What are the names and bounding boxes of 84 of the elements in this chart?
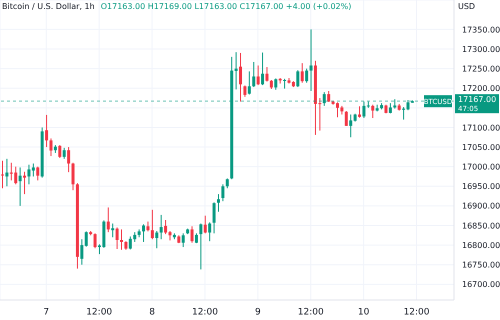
y-tick-label: 17000.00 bbox=[462, 162, 500, 172]
candlestick bbox=[72, 162, 75, 191]
x-tick-label: 8 bbox=[149, 307, 156, 318]
candlestick bbox=[111, 223, 114, 238]
candlestick bbox=[208, 222, 212, 242]
candlestick bbox=[23, 171, 26, 195]
candlestick bbox=[150, 209, 154, 240]
candlestick bbox=[182, 232, 185, 248]
candlestick bbox=[388, 102, 392, 114]
candlestick bbox=[265, 66, 268, 82]
candlestick bbox=[32, 163, 35, 177]
candlestick bbox=[226, 178, 229, 189]
candlestick bbox=[49, 138, 52, 157]
candlestick bbox=[1, 160, 4, 189]
candlestick bbox=[5, 158, 8, 187]
candlestick bbox=[274, 78, 278, 90]
candlestick bbox=[164, 220, 168, 235]
candlestick bbox=[300, 62, 304, 84]
candlestick bbox=[133, 232, 136, 242]
y-tick-label: 16850.00 bbox=[462, 221, 500, 230]
x-tick-label: 7 bbox=[43, 307, 50, 318]
candlestick bbox=[58, 144, 62, 159]
y-tick-label: 17250.00 bbox=[462, 64, 500, 74]
candlestick bbox=[239, 52, 242, 102]
candlestick bbox=[120, 228, 124, 250]
text: 17167.00 bbox=[458, 95, 496, 104]
y-tick-label: 17300.00 bbox=[462, 44, 500, 54]
candlestick bbox=[45, 114, 48, 148]
candlestick bbox=[168, 230, 172, 241]
y-tick-label: 16800.00 bbox=[462, 240, 500, 250]
y-tick-label: 17100.00 bbox=[462, 123, 500, 132]
candlestick bbox=[199, 223, 202, 270]
candlestick bbox=[344, 110, 348, 126]
x-tick-label: 12:00 bbox=[298, 307, 324, 318]
annotation: O17163.00 H17169.00 L17163.00 C17167.00 +4.00 (+0.02%) bbox=[100, 2, 352, 11]
candlestick bbox=[18, 166, 22, 206]
candlestick bbox=[142, 224, 146, 242]
candlestick bbox=[402, 106, 406, 120]
candlestick bbox=[155, 230, 158, 249]
chart-title: Bitcoin / U.S. Dollar, 1h bbox=[2, 2, 95, 11]
candlestick bbox=[248, 70, 251, 96]
x-tick-label: 10 bbox=[358, 307, 370, 318]
candlestick bbox=[128, 236, 132, 250]
candlestick bbox=[256, 64, 260, 86]
y-tick-label: 16900.00 bbox=[462, 202, 500, 211]
candlestick bbox=[67, 146, 70, 173]
candlestick bbox=[358, 106, 362, 118]
y-tick-label: 17350.00 bbox=[462, 25, 500, 34]
candlestick bbox=[252, 61, 256, 88]
candlestick bbox=[371, 104, 374, 119]
y-tick-label: 17050.00 bbox=[462, 142, 500, 152]
candlestick bbox=[393, 98, 396, 110]
candlestick bbox=[270, 80, 273, 90]
candlestick bbox=[36, 166, 40, 181]
candlestick bbox=[190, 226, 194, 244]
candlestick bbox=[106, 206, 110, 233]
x-tick-label: 9 bbox=[254, 307, 261, 318]
candlestick bbox=[296, 70, 300, 88]
y-tick-label: 17200.00 bbox=[462, 84, 500, 94]
candlestick bbox=[62, 147, 66, 160]
candlestick bbox=[283, 78, 286, 90]
candlestick bbox=[212, 202, 216, 234]
candlestick bbox=[243, 84, 246, 98]
y-tick-label: 16700.00 bbox=[462, 280, 500, 290]
candlestick bbox=[221, 184, 224, 202]
candlestick bbox=[14, 166, 18, 185]
x-tick-label: 12:00 bbox=[192, 307, 218, 318]
y-tick-label: 16950.00 bbox=[462, 182, 500, 192]
candlestick bbox=[322, 92, 326, 106]
candlestick bbox=[194, 232, 198, 244]
candlestick bbox=[116, 226, 119, 250]
candlestick bbox=[261, 52, 264, 86]
x-tick-label: 12:00 bbox=[86, 307, 112, 318]
candlestick bbox=[327, 90, 330, 102]
candlestick bbox=[305, 68, 308, 84]
candlestick bbox=[349, 114, 352, 138]
candlestick bbox=[94, 232, 97, 249]
candlestick bbox=[310, 28, 313, 92]
y-tick-label: 16750.00 bbox=[462, 260, 500, 270]
candlestick bbox=[204, 215, 207, 234]
candlestick bbox=[216, 194, 220, 212]
candlestick bbox=[160, 214, 163, 240]
x-tick-label: 12:00 bbox=[404, 307, 430, 318]
y-axis-title: USD bbox=[458, 2, 476, 11]
